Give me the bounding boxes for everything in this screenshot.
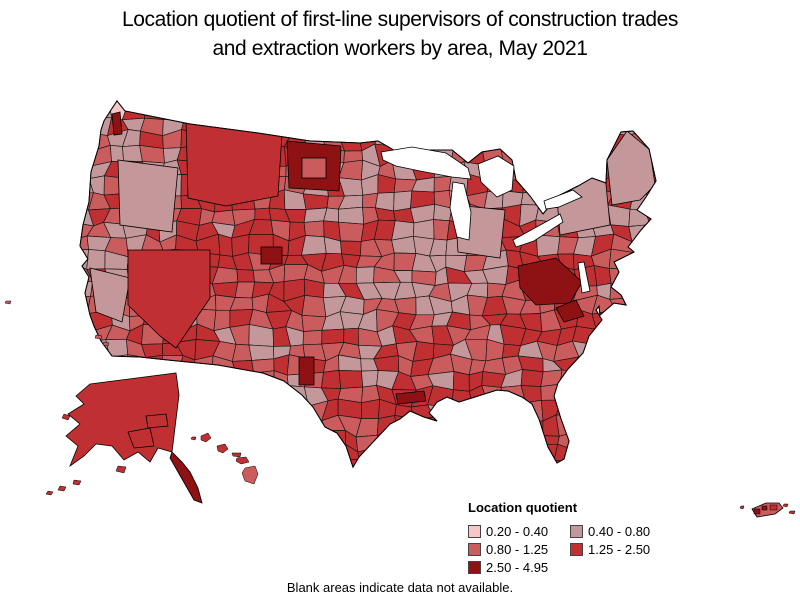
- legend-item-3: 0.80 - 1.25: [468, 542, 570, 557]
- hawaii-oahu: [216, 443, 229, 454]
- legend-grid: 0.20 - 0.40 0.40 - 0.80 0.80 - 1.25 1.25…: [468, 524, 678, 575]
- legend-label-5: 2.50 - 4.95: [486, 560, 549, 575]
- title-line-1: Location quotient of first-line supervis…: [121, 8, 679, 31]
- legend-title: Location quotient: [468, 500, 578, 515]
- legend-label-4: 1.25 - 2.50: [588, 542, 651, 557]
- channel-island-1: [94, 334, 103, 340]
- aleutian-island-2: [72, 479, 82, 486]
- legend: Location quotient 0.20 - 0.40 0.40 - 0.8…: [468, 500, 678, 575]
- hawaii-molokai: [231, 452, 242, 458]
- great-lakes: [380, 146, 591, 294]
- puerto-rico-red-1: [769, 504, 778, 511]
- legend-swatch-5: [468, 561, 481, 574]
- aleutian-island-4: [45, 490, 54, 496]
- area-seattle-dark: [111, 111, 123, 136]
- area-montana-idaho: [185, 119, 283, 207]
- area-north-dakota-inner: [301, 157, 327, 179]
- lake-erie: [512, 213, 564, 248]
- legend-item-2: 0.40 - 0.80: [570, 524, 672, 539]
- alaska-inner-boundary-2: [127, 427, 155, 449]
- legend-item-1: 0.20 - 0.40: [468, 524, 570, 539]
- puerto-rico-dark-1: [753, 508, 761, 515]
- lake-ontario: [543, 189, 583, 210]
- lake-michigan: [449, 181, 472, 241]
- legend-item-4: 1.25 - 2.50: [570, 542, 672, 557]
- aleutian-island-1: [61, 413, 71, 421]
- hawaii-niihau: [190, 436, 197, 441]
- area-colorado-dark: [260, 246, 283, 265]
- hawaii-maui: [235, 456, 250, 465]
- mona-island: [739, 505, 745, 510]
- legend-swatch-3: [468, 543, 481, 556]
- legend-swatch-4: [570, 543, 583, 556]
- legend-item-5: 2.50 - 4.95: [468, 560, 570, 575]
- footnote: Blank areas indicate data not available.: [286, 580, 514, 595]
- aleutian-island-3: [57, 485, 67, 492]
- alaska-inner-boundary-1: [145, 413, 169, 429]
- legend-label-2: 0.40 - 0.80: [588, 524, 651, 539]
- far-west-islet: [4, 300, 12, 305]
- title-line-2: and extraction workers by area, May 2021: [212, 37, 588, 60]
- page-title: Location quotient of first-line supervis…: [0, 5, 800, 63]
- puerto-rico-dark-2: [761, 505, 768, 511]
- area-appalachia-dark-2: [555, 299, 585, 323]
- legend-label-3: 0.80 - 1.25: [486, 542, 549, 557]
- legend-swatch-2: [570, 525, 583, 538]
- lake-huron: [477, 155, 515, 198]
- vieques-island: [788, 510, 796, 515]
- chesapeake-bay: [577, 261, 591, 294]
- alaska-panhandle-dark: [169, 451, 203, 504]
- notable-areas: [89, 111, 656, 405]
- hawaii-big-island: [241, 465, 259, 485]
- legend-label-1: 0.20 - 0.40: [486, 524, 549, 539]
- culebra-island: [782, 503, 789, 508]
- hawaii-kauai: [200, 432, 212, 443]
- area-eastern-oregon: [117, 159, 179, 233]
- area-nevada: [127, 249, 211, 349]
- area-central-california: [89, 267, 131, 323]
- map-insets: [4, 300, 796, 518]
- area-louisiana-coast-dark: [395, 390, 427, 405]
- lake-superior: [380, 146, 472, 180]
- area-west-texas-dark: [298, 356, 315, 386]
- conus-outline: [79, 100, 657, 469]
- channel-island-2: [102, 341, 110, 347]
- kodiak-island: [115, 465, 127, 474]
- legend-swatch-1: [468, 525, 481, 538]
